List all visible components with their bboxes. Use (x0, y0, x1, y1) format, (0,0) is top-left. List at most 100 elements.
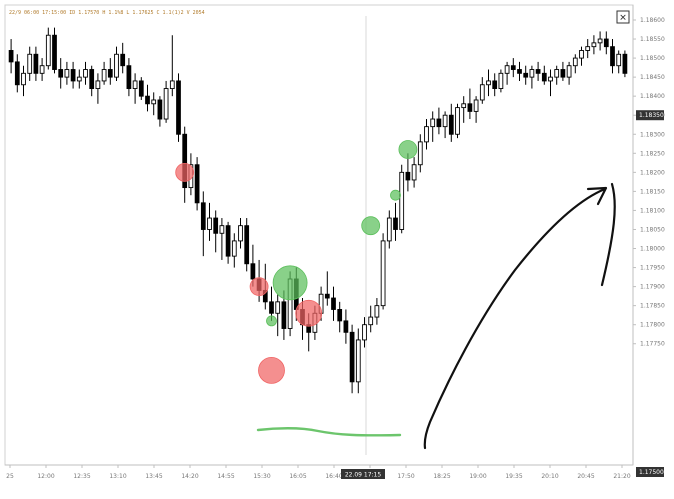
candle (610, 39, 615, 74)
candle (324, 271, 330, 306)
candle (138, 77, 144, 100)
candle-body-down (541, 72, 547, 82)
time-tick-label: 13:45 (145, 473, 162, 480)
candle (169, 35, 175, 97)
candle (275, 294, 281, 337)
candle-body-down (52, 34, 57, 70)
candle-body-down (560, 69, 566, 78)
bottom-price-box (636, 467, 664, 477)
candle-body-up (498, 72, 504, 90)
close-button[interactable]: ✕ (616, 10, 630, 24)
candle-body-down (324, 293, 330, 299)
candle-body-up (455, 107, 460, 135)
price-tick-label: 1.18600 (640, 17, 665, 24)
candle (33, 46, 39, 81)
candle (498, 69, 504, 93)
candle-body-down (70, 69, 76, 82)
candle-body-up (473, 99, 479, 112)
candle (585, 39, 591, 59)
candle (448, 103, 454, 142)
candle-body-down (467, 103, 473, 112)
candle-body-up (566, 65, 572, 78)
candle (157, 96, 163, 127)
candle (27, 46, 33, 81)
time-axis: 25 12:00 12:35 13:10 13:45 14:20 14:55 15:30 16:… (6, 465, 631, 480)
candle (572, 54, 578, 74)
ohlc-header: 22/9 06:00 17:15:00 ID 1.17570 H 1.1%8 L… (9, 10, 205, 16)
candle (467, 88, 473, 120)
candle-body-up (114, 53, 119, 78)
candle-body-down (610, 46, 615, 67)
candle (39, 58, 45, 81)
candle-body-down (281, 301, 287, 329)
price-tick-label: 1.17950 (640, 265, 665, 272)
candle-body-up (585, 46, 591, 51)
candle-body-up (529, 69, 535, 78)
green-signal-marker (272, 265, 308, 301)
candle-body-up (169, 80, 175, 90)
price-tick-label: 1.18250 (640, 150, 665, 157)
candle (89, 65, 95, 97)
candle-body-up (275, 301, 281, 314)
candle (219, 218, 225, 260)
candle-body-down (182, 133, 188, 189)
price-tick-label: 1.18100 (640, 207, 665, 214)
candle-body-down (89, 69, 95, 90)
candle (603, 31, 609, 55)
candle-body-down (107, 69, 113, 78)
candle (107, 58, 113, 85)
candle-body-up (163, 88, 169, 120)
candle (331, 286, 336, 321)
candle (238, 218, 243, 249)
candle (529, 65, 535, 89)
candle (554, 65, 560, 85)
candle-body-up (27, 53, 33, 74)
candle-body-up (411, 164, 417, 181)
candle-body-up (597, 38, 603, 44)
cursor-time-box (341, 469, 385, 479)
candle-body-up (95, 80, 101, 90)
candle (132, 73, 138, 104)
red-signal-marker (249, 277, 269, 297)
candle-body-down (176, 80, 181, 135)
candle-body-up (504, 65, 510, 74)
candle-body-up (424, 126, 429, 143)
candle (566, 61, 572, 85)
candle (430, 111, 436, 142)
candle-body-up (399, 171, 405, 230)
candle-body-down (622, 53, 628, 74)
candle (548, 69, 553, 97)
candle-body-down (492, 80, 498, 90)
candle-body-down (535, 69, 541, 74)
candle (393, 202, 398, 241)
candle-body-up (355, 339, 361, 383)
time-tick-label: 19:35 (505, 473, 522, 480)
candle (349, 324, 355, 394)
candle-body-up (554, 69, 560, 78)
candle (269, 286, 274, 321)
signal-markers (175, 140, 418, 384)
candle-body-down (448, 114, 454, 135)
candle-body-down (194, 164, 200, 204)
time-tick-label: 12:35 (73, 473, 90, 480)
time-tick-label: 25 (6, 473, 14, 480)
candle (479, 77, 485, 104)
candle (535, 61, 541, 81)
price-tick-label: 1.18450 (640, 74, 665, 81)
bottom-price-label: 1.17500 (639, 469, 664, 476)
candle-body-down (138, 80, 144, 97)
cursor-time-label: 22.09 17:15 (345, 472, 382, 479)
candle (101, 61, 107, 85)
candle (362, 317, 367, 348)
candle-body-up (479, 84, 485, 101)
time-tick-label: 20:10 (541, 473, 558, 480)
candle (8, 39, 14, 74)
candle-body-up (442, 114, 448, 128)
candle (207, 202, 212, 241)
candle-body-up (64, 69, 70, 78)
candle-body-up (368, 316, 374, 326)
price-tick-label: 1.17750 (640, 341, 665, 348)
candle-body-up (572, 57, 578, 67)
candle-body-down (343, 320, 349, 333)
candle (510, 58, 516, 78)
